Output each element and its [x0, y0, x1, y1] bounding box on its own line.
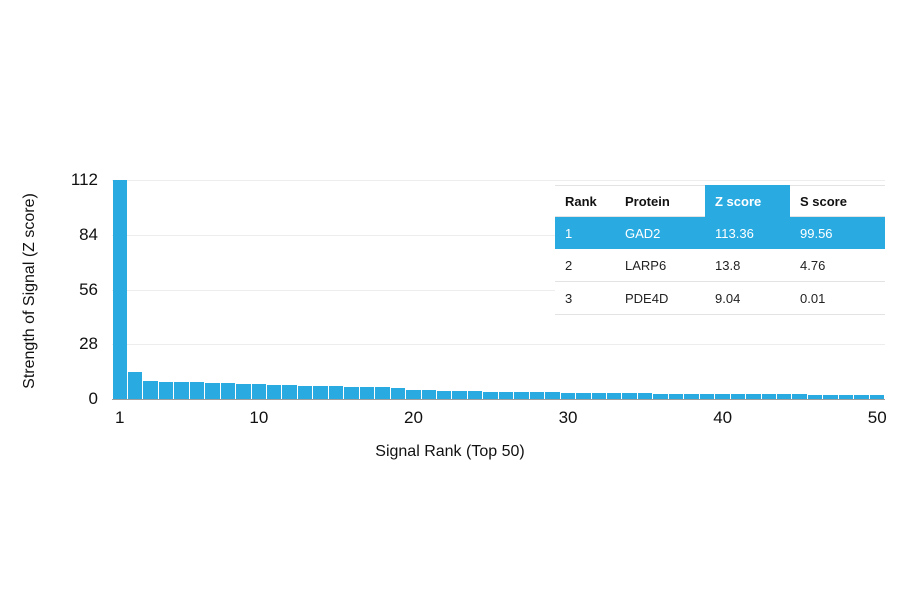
bar-rank-11: [267, 384, 282, 399]
bar-rank-19: [390, 387, 406, 399]
bar-rank-18: [375, 387, 390, 399]
x-axis-title: Signal Rank (Top 50): [375, 443, 525, 460]
bar-rank-6: [189, 382, 205, 399]
bar-rank-21: [421, 390, 437, 399]
table-cell: 99.56: [790, 216, 885, 249]
bar-rank-46: [807, 394, 823, 399]
y-tick-28: 28: [79, 334, 98, 354]
bar-rank-15: [328, 386, 344, 399]
table-cell: 113.36: [705, 216, 790, 249]
table-cell: 4.76: [790, 249, 885, 282]
bar-rank-20: [406, 390, 421, 399]
bar-rank-45: [792, 394, 807, 399]
x-tick-30: 30: [558, 408, 578, 427]
y-tick-56: 56: [79, 279, 98, 299]
plot-area: 0 28 56 84 112 1 10 20 30 40 50 Rank Protein Z scor…: [71, 170, 887, 427]
bar-rank-12: [282, 385, 297, 399]
table-header-protein: Protein: [615, 185, 705, 217]
table-cell: GAD2: [615, 216, 705, 249]
gridline-112: [112, 180, 885, 181]
gridline-84: [112, 234, 885, 236]
gridlines: [112, 180, 885, 399]
bar-rank-22: [437, 390, 452, 399]
table-row-larp6: 2 LARP6 13.8 4.76: [555, 249, 885, 282]
ranking-table-header-row: Rank Protein Z score S score: [555, 185, 885, 217]
bar-rank-25: [483, 391, 498, 399]
bar-rank-26: [498, 391, 514, 399]
table-cell: 9.04: [705, 281, 790, 315]
table-header-z-score: Z score: [705, 185, 790, 217]
bar-rank-16: [344, 386, 359, 399]
table-cell: 0.01: [790, 281, 885, 315]
y-axis-ticks: 0 28 56 84 112: [71, 170, 885, 408]
x-tick-1: 1: [114, 408, 125, 427]
bar-rank-44: [776, 394, 792, 399]
bar-rank-8: [220, 383, 236, 399]
bar-rank-17: [359, 387, 375, 399]
bar-rank-38: [684, 393, 699, 399]
bar-rank-14: [313, 385, 328, 399]
table-cell: 3: [555, 281, 615, 315]
ranking-table-body: 1 GAD2 113.36 99.56 2 LARP6 13.8 4.76 3 PDE4D 9.04…: [555, 216, 885, 315]
ranking-table: Rank Protein Z score S score 1 GAD2 113.36 99.…: [555, 185, 885, 315]
bar-rank-37: [668, 393, 684, 399]
bar-rank-42: [746, 394, 761, 399]
bar-rank-13: [297, 385, 313, 399]
bar-rank-48: [838, 394, 854, 399]
bar-rank-24: [467, 391, 483, 399]
bar-rank-10: [251, 383, 267, 399]
bar-rank-1: [112, 180, 127, 399]
gridline-56: [112, 289, 885, 291]
y-axis-title: Strength of Signal (Z score): [21, 193, 38, 389]
ranking-table-head: Rank Protein Z score S score: [555, 185, 885, 217]
bar-rank-39: [699, 393, 715, 399]
table-cell: 13.8: [705, 249, 790, 282]
y-tick-0: 0: [88, 389, 98, 408]
bar-rank-2: [127, 372, 143, 399]
bar-rank-3: [143, 381, 158, 399]
bar-rank-28: [529, 392, 545, 399]
bar-rank-49: [854, 394, 869, 399]
bar-rank-23: [452, 391, 467, 399]
x-tick-20: 20: [404, 408, 423, 427]
bar-rank-43: [761, 394, 776, 399]
x-tick-10: 10: [249, 408, 269, 427]
bar-rank-27: [514, 391, 529, 399]
bar-rank-33: [607, 393, 622, 399]
bar-rank-32: [591, 392, 606, 399]
x-tick-40: 40: [713, 408, 733, 427]
table-cell: LARP6: [615, 249, 705, 282]
y-tick-84: 84: [79, 224, 98, 244]
x-tick-50: 50: [867, 408, 887, 427]
table-header-rank: Rank: [555, 185, 615, 217]
table-cell: PDE4D: [615, 281, 705, 315]
gridline-28: [112, 344, 885, 346]
bar-rank-5: [174, 382, 189, 399]
y-tick-112: 112: [70, 170, 98, 189]
bar-rank-40: [715, 393, 730, 399]
bar-rank-7: [205, 382, 220, 399]
bar-rank-41: [730, 393, 746, 399]
bar-rank-4: [158, 381, 174, 399]
table-header-s-score: S score: [790, 185, 885, 217]
bar-rank-36: [653, 393, 668, 399]
table-cell: 2: [555, 249, 615, 282]
bars: [112, 180, 885, 399]
bar-rank-29: [545, 392, 560, 399]
bar-rank-47: [823, 394, 838, 399]
table-row-gad2: 1 GAD2 113.36 99.56: [555, 216, 885, 249]
bar-rank-35: [637, 393, 653, 399]
bar-rank-34: [622, 393, 637, 399]
x-axis-ticks: 1 10 20 30 40 50: [112, 180, 887, 427]
table-cell: 1: [555, 216, 615, 249]
bar-rank-31: [576, 392, 591, 399]
bar-rank-9: [236, 383, 251, 399]
bar-rank-50: [869, 394, 885, 399]
table-row-pde4d: 3 PDE4D 9.04 0.01: [555, 281, 885, 315]
bar-rank-30: [560, 392, 576, 399]
